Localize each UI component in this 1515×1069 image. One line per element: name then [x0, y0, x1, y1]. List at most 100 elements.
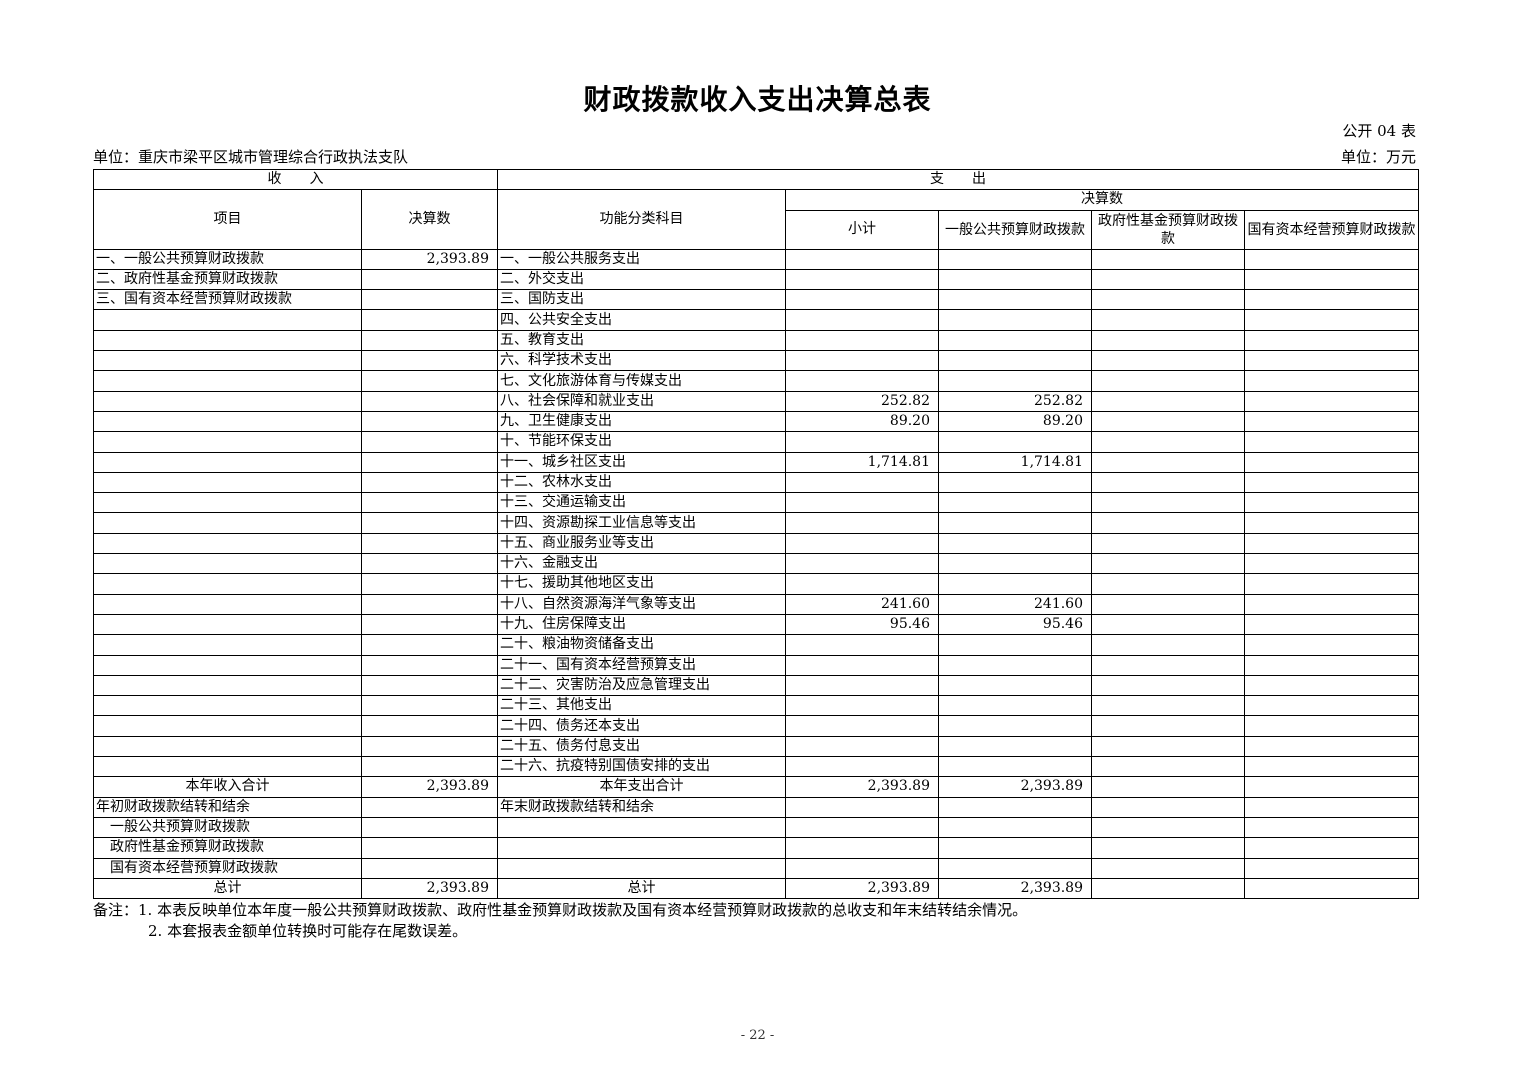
item-cell [93, 756, 362, 778]
value: 2,393.89 [785, 776, 939, 798]
gov-fund-cell [1091, 756, 1245, 778]
soe-cell [1243, 674, 1420, 697]
general-cell: 1,714.81 [938, 451, 1092, 473]
soe-cell [1243, 268, 1420, 291]
item-cell [93, 492, 362, 514]
gov-fund-cell [1091, 370, 1245, 392]
general-cell: 89.20 [938, 410, 1092, 433]
amount-cell [361, 553, 498, 575]
general-cell: 95.46 [938, 613, 1092, 636]
subtotal-cell [785, 492, 939, 514]
note-2: 2. 本套报表金额单位转换时可能存在尾数误差。 [148, 922, 468, 940]
subtotal-cell [785, 735, 939, 758]
grand-total-row: 总计 2,393.89 总计 2,393.89 2,393.89 [93, 877, 1420, 900]
function-cell: 十六、金融支出 [497, 553, 786, 575]
note-1: 备注：1. 本表反映单位本年度一般公共预算财政拨款、政府性基金预算财政拨款及国有… [93, 901, 1028, 919]
amount-cell [361, 532, 498, 555]
amount-cell [361, 715, 498, 737]
soe-cell [1243, 715, 1420, 737]
item-cell [93, 573, 362, 595]
soe-cell [1243, 512, 1420, 534]
function-cell: 二十、粮油物资储备支出 [497, 634, 786, 656]
gov-fund-cell [1091, 553, 1245, 575]
table-row: 十五、商业服务业等支出 [93, 532, 1420, 555]
soe-cell [1243, 654, 1420, 676]
unit-name: 单位：重庆市梁平区城市管理综合行政执法支队 [93, 148, 409, 166]
general-cell [938, 634, 1092, 656]
carryover-sub-row: 一般公共预算财政拨款 [93, 816, 1420, 839]
value: 2,393.89 [361, 877, 498, 900]
gov-fund-cell [1091, 410, 1245, 433]
label: 总计 [497, 877, 786, 900]
item-cell [93, 715, 362, 737]
amount-cell [361, 613, 498, 636]
table-row: 二十三、其他支出 [93, 695, 1420, 717]
value: 2,393.89 [785, 877, 939, 900]
table-row: 十九、住房保障支出 95.46 95.46 [93, 613, 1420, 636]
gov-fund-cell [1091, 390, 1245, 412]
soe-cell [1243, 431, 1420, 453]
subtotal-cell [785, 695, 939, 717]
gov-fund-cell [1091, 248, 1245, 270]
gov-fund-cell [1091, 735, 1245, 758]
general-cell [938, 431, 1092, 453]
amount-cell [361, 695, 498, 717]
subtotal-cell: 241.60 [785, 593, 939, 615]
amount-cell [361, 512, 498, 534]
subtotal-cell: 89.20 [785, 410, 939, 433]
function-cell: 七、文化旅游体育与传媒支出 [497, 370, 786, 392]
amount-cell [361, 390, 498, 412]
general-cell [938, 329, 1092, 352]
soe-cell [1243, 695, 1420, 717]
general-cell [938, 512, 1092, 534]
soe-cell [1243, 735, 1420, 758]
amount-cell [361, 431, 498, 453]
table-row: 五、教育支出 [93, 329, 1420, 352]
amount-cell [361, 756, 498, 778]
item-cell [93, 593, 362, 615]
table-row: 十一、城乡社区支出 1,714.81 1,714.81 [93, 451, 1420, 473]
gov-fund-cell [1091, 532, 1245, 555]
soe-cell [1243, 553, 1420, 575]
subtotal-header: 小计 [785, 209, 939, 250]
gov-fund-cell [1091, 674, 1245, 697]
amount-cell [361, 350, 498, 372]
label: 本年收入合计 [93, 776, 362, 798]
soe-cell [1243, 289, 1420, 311]
item-cell [93, 553, 362, 575]
function-header: 功能分类科目 [497, 189, 786, 250]
label: 年初财政拨款结转和结余 [93, 796, 362, 818]
label: 总计 [93, 877, 362, 900]
subtotal-cell [785, 553, 939, 575]
table-row: 七、文化旅游体育与传媒支出 [93, 370, 1420, 392]
amount-header: 决算数 [361, 189, 498, 250]
function-cell: 二十四、债务还本支出 [497, 715, 786, 737]
function-cell: 二十二、灾害防治及应急管理支出 [497, 674, 786, 697]
general-cell: 241.60 [938, 593, 1092, 615]
general-cell [938, 553, 1092, 575]
gov-fund-cell [1091, 492, 1245, 514]
item-cell [93, 634, 362, 656]
general-cell: 252.82 [938, 390, 1092, 412]
soe-cell [1243, 309, 1420, 331]
subtotal-cell: 1,714.81 [785, 451, 939, 473]
amount-cell [361, 289, 498, 311]
function-cell: 十七、援助其他地区支出 [497, 573, 786, 595]
subtotal-cell [785, 532, 939, 555]
soe-cell [1243, 613, 1420, 636]
item-cell [93, 329, 362, 352]
table-code: 公开 04 表 [1342, 122, 1416, 140]
soe-cell [1243, 756, 1420, 778]
table-row: 十二、农林水支出 [93, 471, 1420, 494]
item-cell [93, 613, 362, 636]
function-cell: 十四、资源勘探工业信息等支出 [497, 512, 786, 534]
general-cell [938, 492, 1092, 514]
gov-fund-cell [1091, 431, 1245, 453]
amount-cell [361, 471, 498, 494]
gov-fund-cell [1091, 634, 1245, 656]
amount-cell: 2,393.89 [361, 248, 498, 270]
label: 政府性基金预算财政拨款 [93, 837, 362, 859]
soe-cell [1243, 532, 1420, 555]
item-cell [93, 350, 362, 372]
function-cell: 十八、自然资源海洋气象等支出 [497, 593, 786, 615]
